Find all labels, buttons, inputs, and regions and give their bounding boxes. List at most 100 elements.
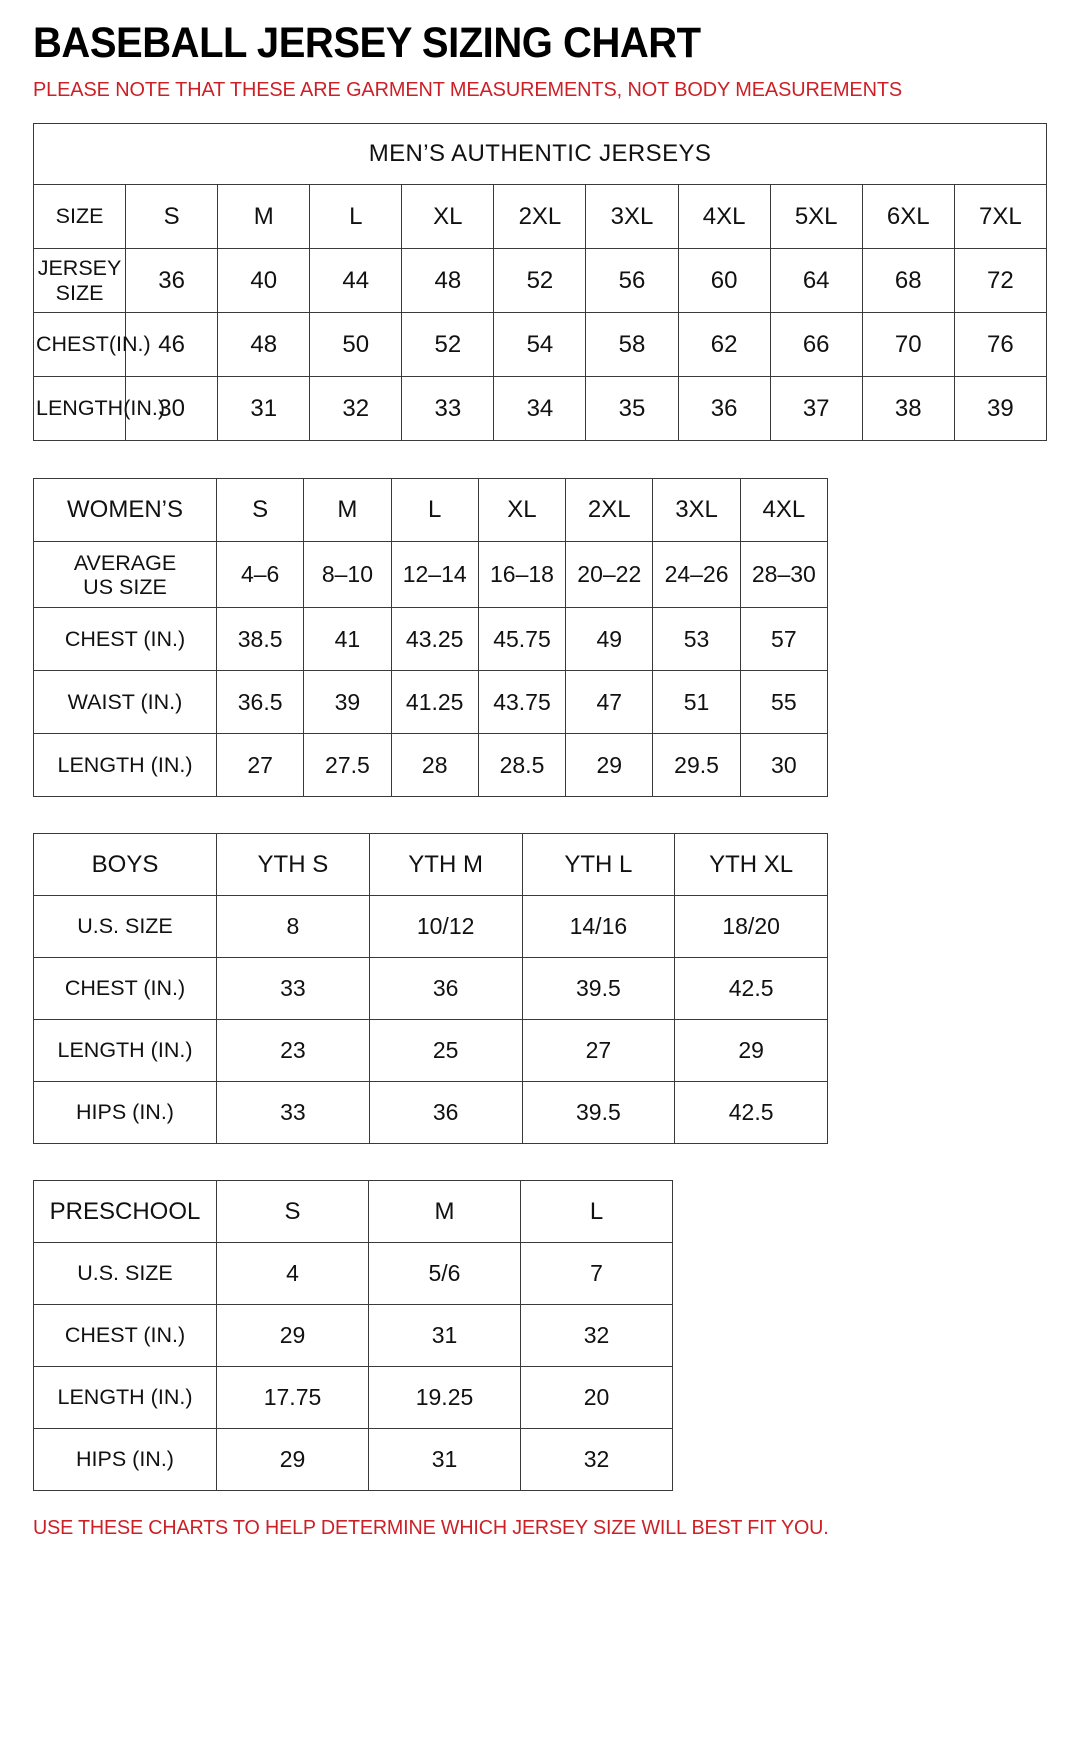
table-row: CHEST (IN.) 29 31 32 — [33, 1304, 673, 1368]
measurement-cell: 32 — [520, 1428, 673, 1492]
measurement-cell: 38.5 — [215, 607, 305, 672]
table-header-row: WOMEN’S S M L XL 2XL 3XL 4XL — [33, 478, 829, 543]
measurement-cell: 27 — [521, 1019, 676, 1083]
mens-table-banner: MEN’S AUTHENTIC JERSEYS — [33, 123, 1047, 186]
row-label: U.S. SIZE — [33, 1242, 217, 1306]
size-header-cell: 3XL — [652, 478, 741, 543]
column-header-womens: WOMEN’S — [33, 478, 217, 543]
measurement-cell: 35 — [585, 376, 679, 442]
measurement-cell: 20–22 — [565, 541, 654, 609]
size-header-cell: L — [520, 1180, 673, 1244]
measurement-cell: 8–10 — [303, 541, 392, 609]
measurement-cell: 48 — [401, 248, 495, 314]
table-row: LENGTH (IN.) 27 27.5 28 28.5 29 29.5 30 — [33, 733, 829, 798]
measurement-cell: 14/16 — [521, 895, 676, 959]
row-label: HIPS (IN.) — [33, 1081, 217, 1145]
measurement-cell: 62 — [677, 312, 771, 378]
row-label: CHEST (IN.) — [33, 607, 217, 672]
measurement-cell: 39.5 — [521, 1081, 676, 1145]
row-label: CHEST (IN.) — [33, 1304, 217, 1368]
measurement-cell: 68 — [861, 248, 955, 314]
measurement-cell: 8 — [216, 895, 370, 959]
table-header-row: PRESCHOOL S M L — [33, 1180, 673, 1244]
measurement-cell: 32 — [520, 1304, 673, 1368]
measurement-cell: 57 — [739, 607, 829, 672]
size-header-cell: M — [303, 478, 392, 543]
mens-authentic-jerseys-table: MEN’S AUTHENTIC JERSEYS SIZE S M L XL 2X… — [32, 123, 1048, 442]
row-label: HIPS (IN.) — [33, 1428, 217, 1492]
table-row: CHEST(IN.) 46 48 50 52 54 58 62 66 70 76 — [32, 312, 1048, 378]
size-header-cell: L — [390, 478, 479, 543]
measurement-cell: 12–14 — [390, 541, 479, 609]
size-header-cell: 2XL — [493, 184, 587, 250]
table-row: HIPS (IN.) 33 36 39.5 42.5 — [33, 1081, 828, 1145]
table-row: U.S. SIZE 4 5/6 7 — [33, 1242, 673, 1306]
measurement-cell: 39 — [303, 670, 392, 735]
measurement-cell: 32 — [309, 376, 403, 442]
measurement-cell: 31 — [368, 1304, 521, 1368]
measurement-cell: 29 — [565, 733, 654, 798]
row-label: LENGTH (IN.) — [33, 733, 217, 798]
table-row: LENGTH (IN.) 23 25 27 29 — [33, 1019, 828, 1083]
measurement-cell: 40 — [217, 248, 311, 314]
table-row: JERSEY SIZE 36 40 44 48 52 56 60 64 68 7… — [32, 248, 1048, 314]
measurement-cell: 52 — [401, 312, 495, 378]
size-header-cell: S — [215, 478, 305, 543]
measurement-cell: 19.25 — [368, 1366, 521, 1430]
row-label-line1: AVERAGE — [73, 550, 177, 575]
measurement-cell: 72 — [953, 248, 1048, 314]
size-header-cell: M — [368, 1180, 521, 1244]
measurement-cell: 25 — [368, 1019, 523, 1083]
size-header-cell: YTH S — [216, 833, 370, 897]
measurement-cell: 33 — [216, 1081, 370, 1145]
size-header-cell: 7XL — [953, 184, 1048, 250]
table-header-row: SIZE S M L XL 2XL 3XL 4XL 5XL 6XL 7XL — [32, 184, 1048, 250]
row-label: LENGTH (IN.) — [33, 1019, 217, 1083]
size-header-cell: YTH M — [368, 833, 523, 897]
boys-jerseys-table: BOYS YTH S YTH M YTH L YTH XL U.S. SIZE … — [33, 833, 828, 1145]
measurement-cell: 4–6 — [215, 541, 305, 609]
measurement-cell: 60 — [677, 248, 771, 314]
measurement-cell: 31 — [368, 1428, 521, 1492]
measurement-cell: 23 — [216, 1019, 370, 1083]
table-row: HIPS (IN.) 29 31 32 — [33, 1428, 673, 1492]
measurement-cell: 76 — [953, 312, 1048, 378]
measurement-cell: 39 — [953, 376, 1048, 442]
table-header-row: BOYS YTH S YTH M YTH L YTH XL — [33, 833, 828, 897]
size-header-cell: 4XL — [739, 478, 829, 543]
measurement-cell: 64 — [769, 248, 863, 314]
row-label: WAIST (IN.) — [33, 670, 217, 735]
womens-jerseys-table: WOMEN’S S M L XL 2XL 3XL 4XL AVERAGE US S… — [33, 478, 829, 798]
measurement-cell: 37 — [769, 376, 863, 442]
row-label-line2: US SIZE — [83, 574, 167, 599]
measurement-cell: 29 — [216, 1304, 369, 1368]
measurement-cell: 42.5 — [674, 957, 828, 1021]
measurement-cell: 27.5 — [303, 733, 392, 798]
measurement-cell: 56 — [585, 248, 679, 314]
measurement-cell: 24–26 — [652, 541, 741, 609]
preschool-jerseys-table: PRESCHOOL S M L U.S. SIZE 4 5/6 7 CHEST … — [33, 1180, 673, 1492]
size-header-cell: 4XL — [677, 184, 771, 250]
size-header-cell: 3XL — [585, 184, 679, 250]
measurement-cell: 52 — [493, 248, 587, 314]
measurement-cell: 41 — [303, 607, 392, 672]
measurement-cell: 27 — [215, 733, 305, 798]
measurement-cell: 20 — [520, 1366, 673, 1430]
size-header-cell: XL — [401, 184, 495, 250]
measurement-cell: 28 — [390, 733, 479, 798]
measurement-cell: 55 — [739, 670, 829, 735]
measurement-cell: 10/12 — [368, 895, 523, 959]
measurement-cell: 36.5 — [215, 670, 305, 735]
measurement-cell: 34 — [493, 376, 587, 442]
measurement-cell: 36 — [677, 376, 771, 442]
row-label: CHEST (IN.) — [33, 957, 217, 1021]
measurement-cell: 16–18 — [477, 541, 567, 609]
measurement-cell: 45.75 — [477, 607, 567, 672]
measurement-cell: 53 — [652, 607, 741, 672]
measurement-cell: 33 — [401, 376, 495, 442]
row-label: U.S. SIZE — [33, 895, 217, 959]
measurement-cell: 5/6 — [368, 1242, 521, 1306]
size-header-cell: YTH XL — [674, 833, 828, 897]
size-header-cell: L — [309, 184, 403, 250]
table-row: LENGTH(IN.) 30 31 32 33 34 35 36 37 38 3… — [32, 376, 1048, 442]
